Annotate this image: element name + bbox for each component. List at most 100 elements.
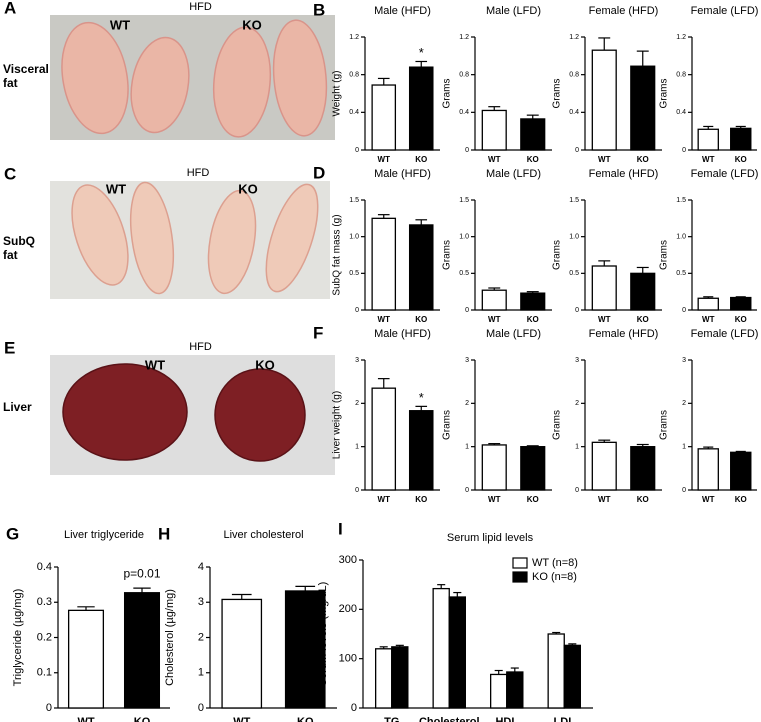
y-tick-label: 2: [682, 400, 686, 407]
legend-swatch: [512, 557, 528, 569]
x-tick-label: WT: [378, 315, 391, 324]
bar: [591, 265, 617, 311]
bar: [481, 444, 507, 491]
y-tick-label: 0: [575, 307, 579, 314]
chart-title: Female (LFD): [691, 328, 759, 340]
bar: [630, 446, 656, 491]
y-tick-label: 3: [682, 357, 686, 364]
chart-title: Female (HFD): [589, 168, 659, 180]
y-tick-label: 200: [339, 603, 357, 615]
panel-letter: I: [338, 519, 343, 538]
bar: [374, 648, 393, 709]
x-tick-label: LDL: [554, 716, 576, 722]
bar: [408, 410, 434, 491]
bar: [697, 448, 719, 491]
y-tick-label: 3: [575, 357, 579, 364]
photo-title: HFD: [187, 167, 210, 179]
y-tick-label: 0.4: [349, 109, 359, 116]
chart: Female (HFD) Grams 0 0.5 1.0 1.5 WT KO: [552, 168, 662, 324]
y-axis-label: Triglyceride (µg/mg): [12, 589, 24, 687]
y-axis-label: Grams: [659, 79, 670, 109]
y-tick-label: 2: [355, 400, 359, 407]
tissue: [129, 181, 175, 295]
y-tick-label: 0.4: [569, 109, 579, 116]
y-tick-label: 0.1: [37, 667, 52, 679]
y-tick-label: 0.8: [459, 72, 469, 79]
tissue: [272, 19, 328, 137]
x-tick-label: WT: [488, 155, 501, 164]
legend-label: WT (n=8): [532, 557, 578, 569]
annotation: *: [419, 390, 424, 405]
row-label: SubQ fat: [3, 234, 35, 262]
legend-swatch: [512, 571, 528, 583]
bar: [730, 127, 752, 151]
y-tick-label: 0.4: [676, 109, 686, 116]
bar: [697, 128, 719, 151]
panel-letter: H: [158, 524, 170, 543]
y-tick-label: 0: [682, 307, 686, 314]
y-tick-label: 1: [198, 667, 204, 679]
x-tick-label: WT: [598, 495, 611, 504]
chart: Serum lipid levels I Serum levels (mg/dL) 0…: [317, 519, 593, 722]
y-tick-label: 0: [198, 702, 204, 714]
chart-title: Male (LFD): [486, 5, 541, 17]
bar: [591, 441, 617, 491]
tissue: [71, 184, 129, 286]
y-tick-label: 0: [465, 307, 469, 314]
bar: [563, 644, 582, 709]
row-label: Liver: [3, 400, 32, 414]
y-tick-label: 1: [465, 444, 469, 451]
x-tick-label: KO: [415, 315, 427, 324]
y-tick-label: 0: [682, 147, 686, 154]
bar: [520, 446, 546, 491]
x-tick-label: WT: [702, 155, 715, 164]
bar: [547, 633, 565, 709]
y-tick-label: 0.5: [569, 270, 579, 277]
chart: Liver cholesterol H Cholesterol (µg/mg) 0 1 2…: [158, 524, 337, 722]
y-tick-label: 0.8: [349, 72, 359, 79]
y-tick-label: 0.8: [569, 72, 579, 79]
y-tick-label: 1: [682, 444, 686, 451]
x-tick-label: KO: [637, 315, 649, 324]
x-tick-label: KO: [415, 495, 427, 504]
bar: [591, 49, 617, 151]
y-tick-label: 1.5: [676, 197, 686, 204]
bar: [630, 272, 656, 311]
y-tick-label: 0.5: [459, 270, 469, 277]
y-tick-label: 1.2: [349, 34, 359, 41]
bar: [481, 109, 507, 151]
y-tick-label: 0.5: [349, 270, 359, 277]
y-axis-label: Cholesterol (µg/mg): [164, 589, 176, 686]
annotation: p=0.01: [123, 566, 160, 580]
bar: [391, 646, 409, 709]
panel-letter: A: [4, 0, 16, 17]
x-tick-label: WT: [378, 495, 391, 504]
chart-title: Female (HFD): [589, 328, 659, 340]
chart: Female (HFD) Grams 0 0.4 0.8 1.2 WT KO: [552, 5, 662, 164]
x-tick-label: KO: [637, 155, 649, 164]
chart: Male (LFD) Grams 0 1 2 3 WT KO: [442, 328, 552, 504]
y-tick-label: 1.5: [459, 197, 469, 204]
y-tick-label: 0.5: [676, 270, 686, 277]
y-tick-label: 0: [682, 487, 686, 494]
x-tick-label: WT: [77, 716, 94, 722]
x-tick-label: WT: [598, 155, 611, 164]
y-axis-label: Serum levels (mg/dL): [317, 582, 329, 687]
y-tick-label: 1.2: [459, 34, 469, 41]
bar: [697, 297, 719, 311]
bar: [408, 224, 434, 311]
photo-title: HFD: [189, 1, 212, 13]
x-tick-label: KO: [637, 495, 649, 504]
x-tick-label: KO: [134, 716, 151, 722]
y-tick-label: 0: [46, 702, 52, 714]
x-tick-label: Cholesterol: [419, 716, 480, 722]
y-tick-label: 0: [575, 487, 579, 494]
panel-letter: C: [4, 164, 16, 183]
y-tick-label: 1.0: [569, 234, 579, 241]
chart: Female (HFD) Grams 0 1 2 3 WT KO: [552, 328, 662, 504]
chart-title: Male (HFD): [374, 168, 431, 180]
x-tick-label: KO: [297, 716, 314, 722]
y-tick-label: 0: [575, 147, 579, 154]
y-axis-label: Grams: [552, 410, 563, 440]
